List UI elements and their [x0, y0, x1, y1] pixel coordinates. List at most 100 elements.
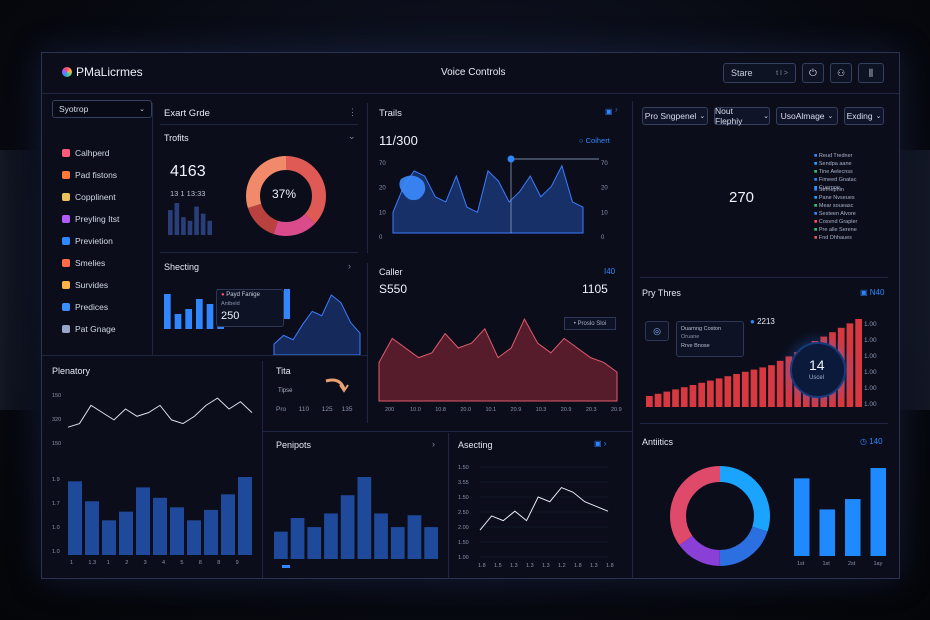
bar — [424, 527, 438, 559]
pry-bar — [698, 382, 706, 407]
chevron-right-icon[interactable]: › — [348, 261, 351, 271]
sidebar-item[interactable]: Pat Gnage — [62, 322, 116, 336]
shecting-title: Shecting — [164, 262, 200, 272]
pry-note-3: Rrve Bnose — [681, 343, 710, 349]
more-icon[interactable]: ⋮ — [348, 107, 357, 117]
trails-y-label: 10 — [379, 210, 386, 216]
filter-select[interactable]: Exding ⌄ — [844, 107, 884, 125]
filter-select[interactable]: UsoAlmage ⌄ — [776, 107, 838, 125]
event-panel-title: Exart Grde — [164, 108, 210, 119]
power-button[interactable]: ⏻ — [802, 63, 824, 83]
pry-bar — [768, 365, 775, 407]
analytics-bar — [845, 499, 861, 556]
sidebar-item[interactable]: Previetion — [62, 234, 113, 248]
legend-swatch: ■ — [814, 185, 819, 191]
sidebar-item[interactable]: Predices — [62, 300, 108, 314]
bar — [407, 515, 422, 559]
analytics-x-label: 1ay — [874, 561, 883, 567]
bar — [340, 495, 355, 559]
sidebar-item[interactable]: Preyling Itst — [62, 212, 119, 226]
bar — [174, 203, 180, 235]
bar — [168, 210, 173, 235]
plenatory-bar — [187, 520, 201, 555]
tooltip-sub: Antbeld — [221, 301, 240, 307]
pry-bar — [689, 385, 697, 407]
filter-select-label: Exding — [846, 111, 873, 121]
sidebar-item[interactable]: Survides — [62, 278, 108, 292]
asecting-x-label: 1.3 — [526, 563, 534, 569]
asecting-options-icon[interactable]: ▣ › — [594, 439, 607, 448]
legend-label: Mear soueasc — [818, 203, 854, 209]
trails-options-icon[interactable]: ▣ ⁷ — [605, 107, 618, 116]
bar — [357, 477, 372, 559]
bar — [390, 527, 405, 559]
plenatory-bar-chart: 1.9 1.7 1.0 1.0 1 1.3 1 2 3 4 5 8 8 9 — [52, 477, 252, 566]
trails-y-label: 0 — [379, 235, 383, 241]
wrench-icon — [62, 171, 70, 179]
caller-tag[interactable]: • Proslo Sloi — [564, 317, 616, 330]
sidebar-dropdown-label: Syotrop — [59, 104, 89, 114]
mid-divider-left — [42, 355, 367, 356]
analytics-badge[interactable]: ◷ 140 — [860, 437, 883, 446]
event-panel-divider — [160, 124, 358, 125]
plenatory-bar-y-label: 1.0 — [52, 549, 60, 555]
pry-icon-button[interactable]: ◎ — [645, 321, 669, 341]
legend-item: ■ Tine Aelecnss — [814, 169, 853, 175]
periods-divider — [448, 433, 449, 578]
plenatory-bar-y-label: 1.7 — [52, 501, 60, 507]
plenatory-line — [67, 397, 253, 428]
pry-title: Pry Thres — [642, 288, 681, 298]
legend-swatch: ■ — [814, 161, 819, 167]
store-button[interactable]: Stare t I > — [723, 63, 796, 83]
legend-swatch: ■ — [814, 235, 819, 241]
sidebar-item[interactable]: Pad fistons — [62, 168, 117, 182]
mid-divider-center — [262, 431, 632, 432]
sidebar-item-label: Preyling Itst — [75, 214, 120, 224]
sidebar-dropdown[interactable]: Syotrop ⌄ — [52, 100, 152, 118]
donut-slice — [246, 156, 326, 236]
face-icon — [62, 259, 70, 267]
filter-select[interactable]: Nout Flephiy ⌄ — [714, 106, 770, 126]
pin-icon — [62, 215, 70, 223]
filter-select[interactable]: Pro Sngpenel ⌄ — [642, 107, 708, 125]
chevron-down-icon[interactable]: ⌄ — [348, 131, 356, 141]
plenatory-bar — [85, 501, 99, 555]
trails-legend-label: Coihert — [585, 136, 610, 145]
caller-area-chart: 200 10.0 10.8 20.0 10.1 20.9 10.3 20.9 20.3 20.9 — [378, 317, 622, 413]
caller-badge-icon[interactable]: I40 — [604, 267, 616, 276]
legend-label: Pre alle Serene — [818, 227, 857, 233]
caller-x-label: 10.1 — [485, 407, 496, 413]
user-button[interactable]: ⚇ — [830, 63, 852, 83]
periods-title: Penipots — [276, 440, 312, 450]
plenatory-bar — [68, 481, 82, 555]
legend-item: ■ Pre alle Serene — [814, 227, 857, 233]
pry-bar — [646, 396, 653, 407]
plenatory-x-label: 8 — [217, 560, 220, 566]
periods-scroll-indicator[interactable] — [282, 565, 290, 568]
chat-icon — [62, 325, 70, 333]
plenatory-y-label: 150 — [52, 393, 61, 399]
sidebar-item[interactable]: Smelies — [62, 256, 105, 270]
pry-badge[interactable]: ▣ N40 — [860, 288, 885, 297]
settings-button[interactable]: ⫼ — [858, 63, 884, 83]
pry-circle: 14 Uscel — [790, 342, 846, 398]
legend-item: ■ Sendpa aane — [814, 161, 852, 167]
pry-bar — [855, 319, 862, 407]
music-note-icon — [62, 193, 70, 201]
asecting-y-label: 1.50 — [458, 465, 469, 471]
sidebar-item-label: Calhperd — [75, 148, 110, 158]
globe-icon — [62, 237, 70, 245]
legend-label: Fnd Dhhaues — [818, 235, 852, 241]
chevron-right-icon[interactable]: › — [432, 439, 435, 449]
caller-left-value: S550 — [379, 282, 408, 296]
store-suffix: t I > — [776, 69, 788, 77]
analytics-badge-label: 140 — [869, 437, 883, 446]
analytics-bar — [819, 509, 835, 556]
legend-swatch: ■ — [814, 211, 819, 217]
bar — [164, 294, 171, 329]
donut-slice — [670, 466, 770, 566]
sidebar-item[interactable]: Calhperd — [62, 146, 110, 160]
sidebar-item[interactable]: Copplinent — [62, 190, 116, 204]
plenatory-bar — [119, 511, 133, 555]
